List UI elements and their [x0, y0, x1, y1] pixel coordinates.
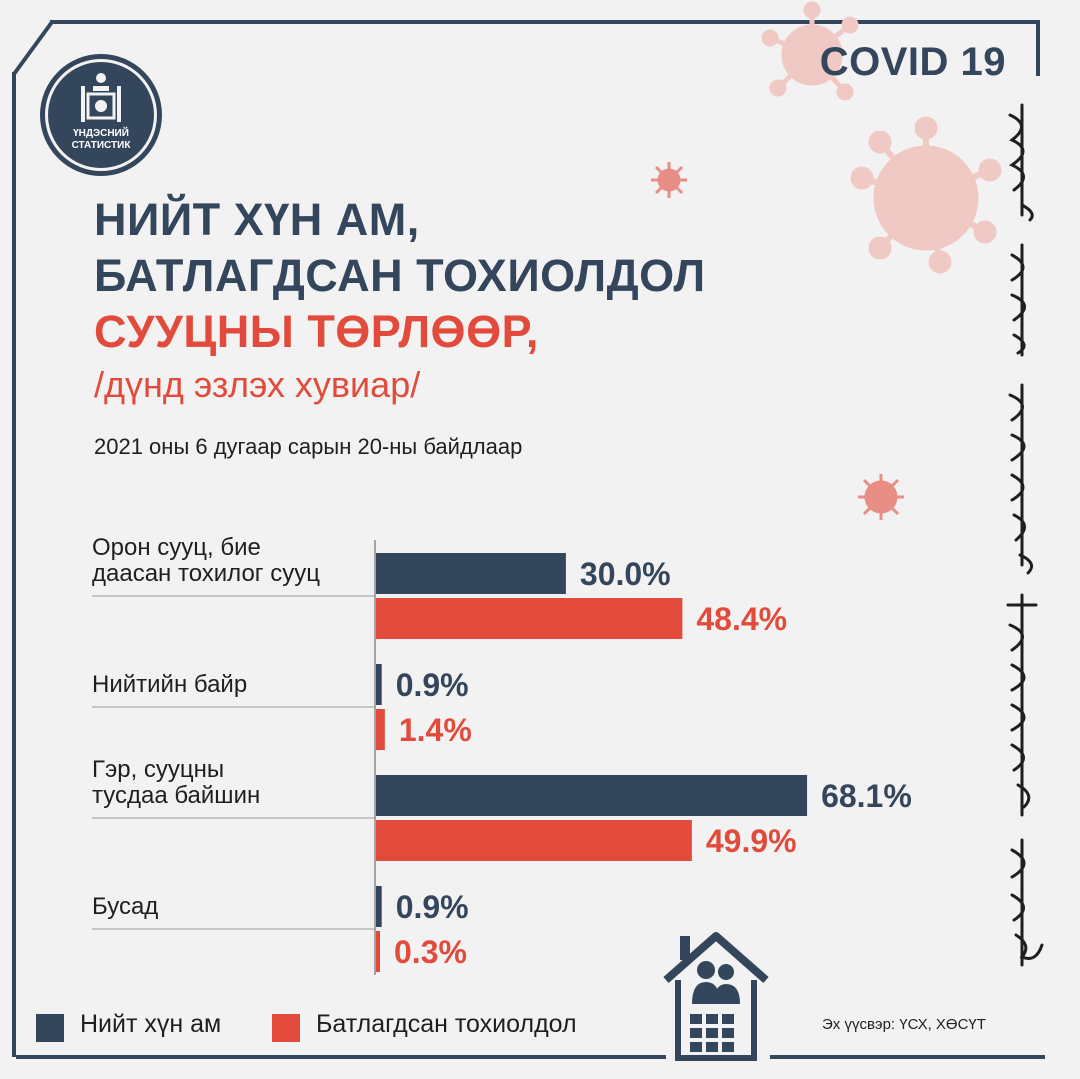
frame-line-top [50, 20, 1040, 24]
bar-population [376, 775, 808, 816]
bar-cases [376, 598, 683, 639]
logo-line2: СТАТИСТИК [71, 140, 131, 151]
title-line2: БАТЛАГДСАН ТОХИОЛДОЛ [94, 250, 706, 301]
subtitle: /дүнд эзлэх хувиар/ [94, 364, 421, 405]
virus-icon [858, 474, 904, 520]
data-label: 0.9% [396, 667, 469, 703]
data-label: 49.9% [706, 823, 797, 859]
house-icon [663, 932, 769, 1061]
nso-logo: ҮНДЭСНИЙ СТАТИСТИК [40, 54, 162, 176]
data-label: 68.1% [821, 778, 912, 814]
covid-badge: COVID 19 [819, 40, 1006, 84]
legend-label-population: Нийт хүн ам [80, 1010, 222, 1038]
bar-cases [376, 931, 380, 972]
logo-text: ҮНДЭСНИЙ СТАТИСТИК [40, 128, 162, 152]
title-line1: НИЙТ ХҮН АМ, [94, 194, 420, 245]
bar-population [376, 664, 382, 705]
frame-line-left [12, 72, 16, 1057]
category-label: Нийтийн байр [92, 671, 247, 698]
mongolian-script-decoration [1006, 103, 1044, 967]
page-title: НИЙТ ХҮН АМ, БАТЛАГДСАН ТОХИОЛДОЛ СУУЦНЫ… [94, 192, 706, 360]
legend-swatch-population [36, 1014, 64, 1042]
virus-icon [761, 1, 859, 101]
bar-cases [376, 709, 385, 750]
category-label: даасан тохилог сууц [92, 560, 320, 587]
category-label: Орон сууц, бие [92, 534, 261, 561]
soyombo-icon [81, 73, 121, 122]
data-label: 30.0% [580, 556, 671, 592]
legend-label-cases: Батлагдсан тохиолдол [316, 1010, 577, 1038]
data-label: 1.4% [399, 712, 472, 748]
bar-population [376, 886, 382, 927]
logo-ring [45, 59, 157, 171]
category-label: тусдаа байшин [92, 782, 260, 809]
legend-swatch-cases [272, 1014, 300, 1042]
bar-cases [376, 820, 692, 861]
date-label: 2021 оны 6 дугаар сарын 20-ны байдлаар [94, 434, 523, 459]
data-label: 0.9% [396, 889, 469, 925]
frame-line-bottom-right [770, 1055, 1045, 1059]
category-label: Гэр, сууцны [92, 756, 224, 783]
category-label: Бусад [92, 893, 158, 920]
source-label: Эх үүсвэр: ҮСХ, ХӨСҮТ [822, 1016, 986, 1033]
frame-line-right [1036, 20, 1040, 76]
title-line3: СУУЦНЫ ТӨРЛӨӨР, [94, 306, 539, 357]
virus-icon [651, 162, 687, 198]
virus-icon [850, 116, 1002, 274]
bar-population [376, 553, 566, 594]
frame-line-bottom [16, 1055, 666, 1059]
data-label: 0.3% [394, 934, 467, 970]
data-label: 48.4% [696, 601, 787, 637]
logo-line1: ҮНДЭСНИЙ [73, 128, 129, 139]
